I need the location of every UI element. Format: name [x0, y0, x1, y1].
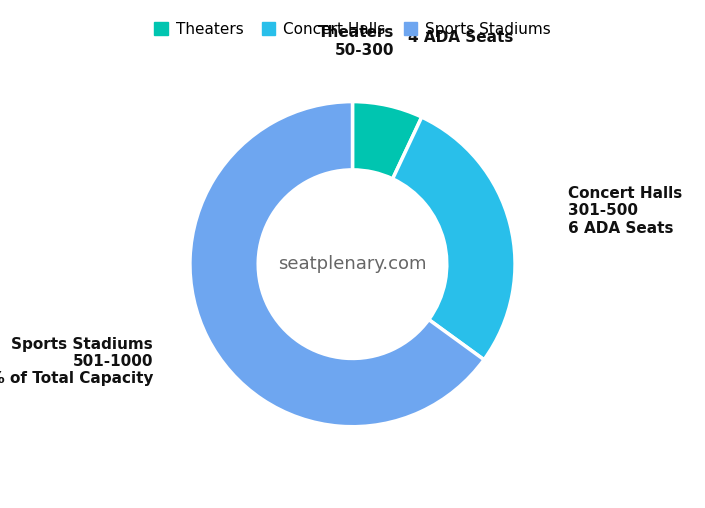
Legend: Theaters, Concert Halls, Sports Stadiums: Theaters, Concert Halls, Sports Stadiums — [148, 16, 557, 43]
Wedge shape — [352, 102, 422, 179]
Text: 4 ADA Seats: 4 ADA Seats — [407, 30, 513, 45]
Text: Theaters
50-300: Theaters 50-300 — [318, 25, 395, 58]
Text: Sports Stadiums
501-1000
1% of Total Capacity: Sports Stadiums 501-1000 1% of Total Cap… — [0, 337, 153, 387]
Text: Concert Halls
301-500
6 ADA Seats: Concert Halls 301-500 6 ADA Seats — [568, 186, 682, 236]
Wedge shape — [393, 117, 515, 360]
Text: seatplenary.com: seatplenary.com — [278, 255, 427, 273]
Wedge shape — [190, 102, 484, 427]
